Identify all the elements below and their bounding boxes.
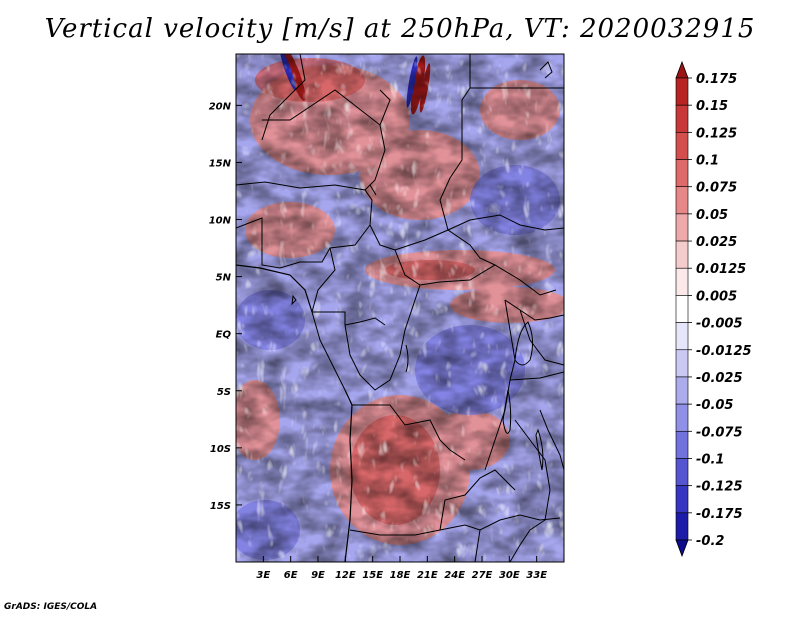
lat-tick-label: 5S bbox=[217, 387, 231, 398]
colorbar-label: 0.025 bbox=[696, 235, 737, 250]
lat-tick-label: 10S bbox=[210, 444, 231, 455]
colorbar-swatch bbox=[675, 458, 689, 486]
colorbar-label: 0.05 bbox=[696, 208, 728, 223]
colorbar-label: -0.125 bbox=[696, 480, 743, 495]
colorbar-swatch bbox=[675, 104, 689, 133]
colorbar-swatch bbox=[675, 159, 689, 188]
colorbar-swatch bbox=[675, 376, 689, 405]
map-frame: 3E 6E 9E 12E 15E 18E 21E 24E 27E 30E 33E 20N 15N 10N… bbox=[209, 53, 565, 581]
longitude-axis: 3E 6E 9E 12E 15E 18E 21E 24E 27E 30E 33E bbox=[256, 556, 547, 581]
lon-tick-label: 27E bbox=[472, 570, 493, 581]
colorbar-label: -0.175 bbox=[696, 507, 743, 522]
lat-tick-label: 15S bbox=[210, 501, 231, 512]
grads-credit: GrADS: IGES/COLA bbox=[4, 602, 98, 612]
lat-tick-label: 10N bbox=[209, 216, 232, 227]
colorbar-swatch bbox=[675, 186, 689, 215]
colorbar-label: -0.075 bbox=[696, 425, 743, 440]
colorbar-swatch bbox=[675, 77, 689, 106]
country-borders bbox=[236, 54, 564, 562]
lon-tick-label: 24E bbox=[444, 570, 465, 581]
colorbar-swatch bbox=[675, 322, 689, 351]
colorbar-swatch bbox=[675, 267, 689, 296]
velocity-field bbox=[236, 54, 564, 562]
colorbar-label: 0.075 bbox=[696, 181, 737, 196]
lon-tick-label: 3E bbox=[256, 570, 270, 581]
lon-tick-label: 21E bbox=[417, 570, 438, 581]
map-title: Vertical velocity [m/s] at 250hPa, VT: 2… bbox=[44, 14, 756, 44]
colorbar-label: -0.2 bbox=[696, 534, 724, 549]
colorbar-label: 0.1 bbox=[696, 154, 719, 169]
lat-tick-label: 15N bbox=[209, 158, 232, 169]
lon-tick-label: 12E bbox=[335, 570, 356, 581]
colorbar-label: -0.005 bbox=[696, 317, 743, 332]
colorbar-swatch bbox=[675, 240, 689, 269]
colorbar-label: 0.005 bbox=[696, 289, 737, 304]
colorbar-swatch bbox=[675, 430, 689, 459]
colorbar-label: -0.05 bbox=[696, 398, 733, 413]
lon-tick-label: 18E bbox=[390, 570, 411, 581]
colorbar-swatch bbox=[675, 349, 689, 378]
colorbar-label: -0.025 bbox=[696, 371, 743, 386]
colorbar-swatch bbox=[675, 132, 689, 160]
lon-tick-label: 33E bbox=[526, 570, 547, 581]
colorbar-label: -0.0125 bbox=[696, 344, 752, 359]
colorbar-swatch bbox=[675, 539, 689, 558]
colorbar-label: 0.125 bbox=[696, 126, 737, 141]
lon-tick-label: 6E bbox=[284, 570, 298, 581]
colorbar-label: 0.175 bbox=[696, 72, 737, 87]
colorbar-swatch bbox=[675, 485, 689, 514]
colorbar-swatch bbox=[675, 213, 689, 242]
lon-tick-label: 30E bbox=[499, 570, 520, 581]
colorbar-swatch bbox=[675, 512, 689, 541]
colorbar-label: 0.15 bbox=[696, 99, 728, 114]
latitude-axis: 20N 15N 10N 5N EQ 5S 10S 15S bbox=[209, 101, 242, 512]
colorbar-swatch bbox=[675, 403, 689, 432]
colorbar-label: -0.1 bbox=[696, 452, 724, 467]
lat-tick-label: 5N bbox=[216, 273, 232, 284]
lat-tick-label: EQ bbox=[216, 330, 232, 341]
lon-tick-label: 9E bbox=[311, 570, 325, 581]
colorbar-swatch bbox=[675, 60, 689, 79]
colorbar-label: 0.0125 bbox=[696, 262, 746, 277]
colorbar-swatch bbox=[675, 295, 689, 323]
lat-tick-label: 20N bbox=[209, 101, 232, 112]
lon-tick-label: 15E bbox=[362, 570, 383, 581]
colorbar: 0.175 0.15 0.125 0.1 0.075 0.05 0.025 0.0125 0.0… bbox=[675, 60, 752, 558]
